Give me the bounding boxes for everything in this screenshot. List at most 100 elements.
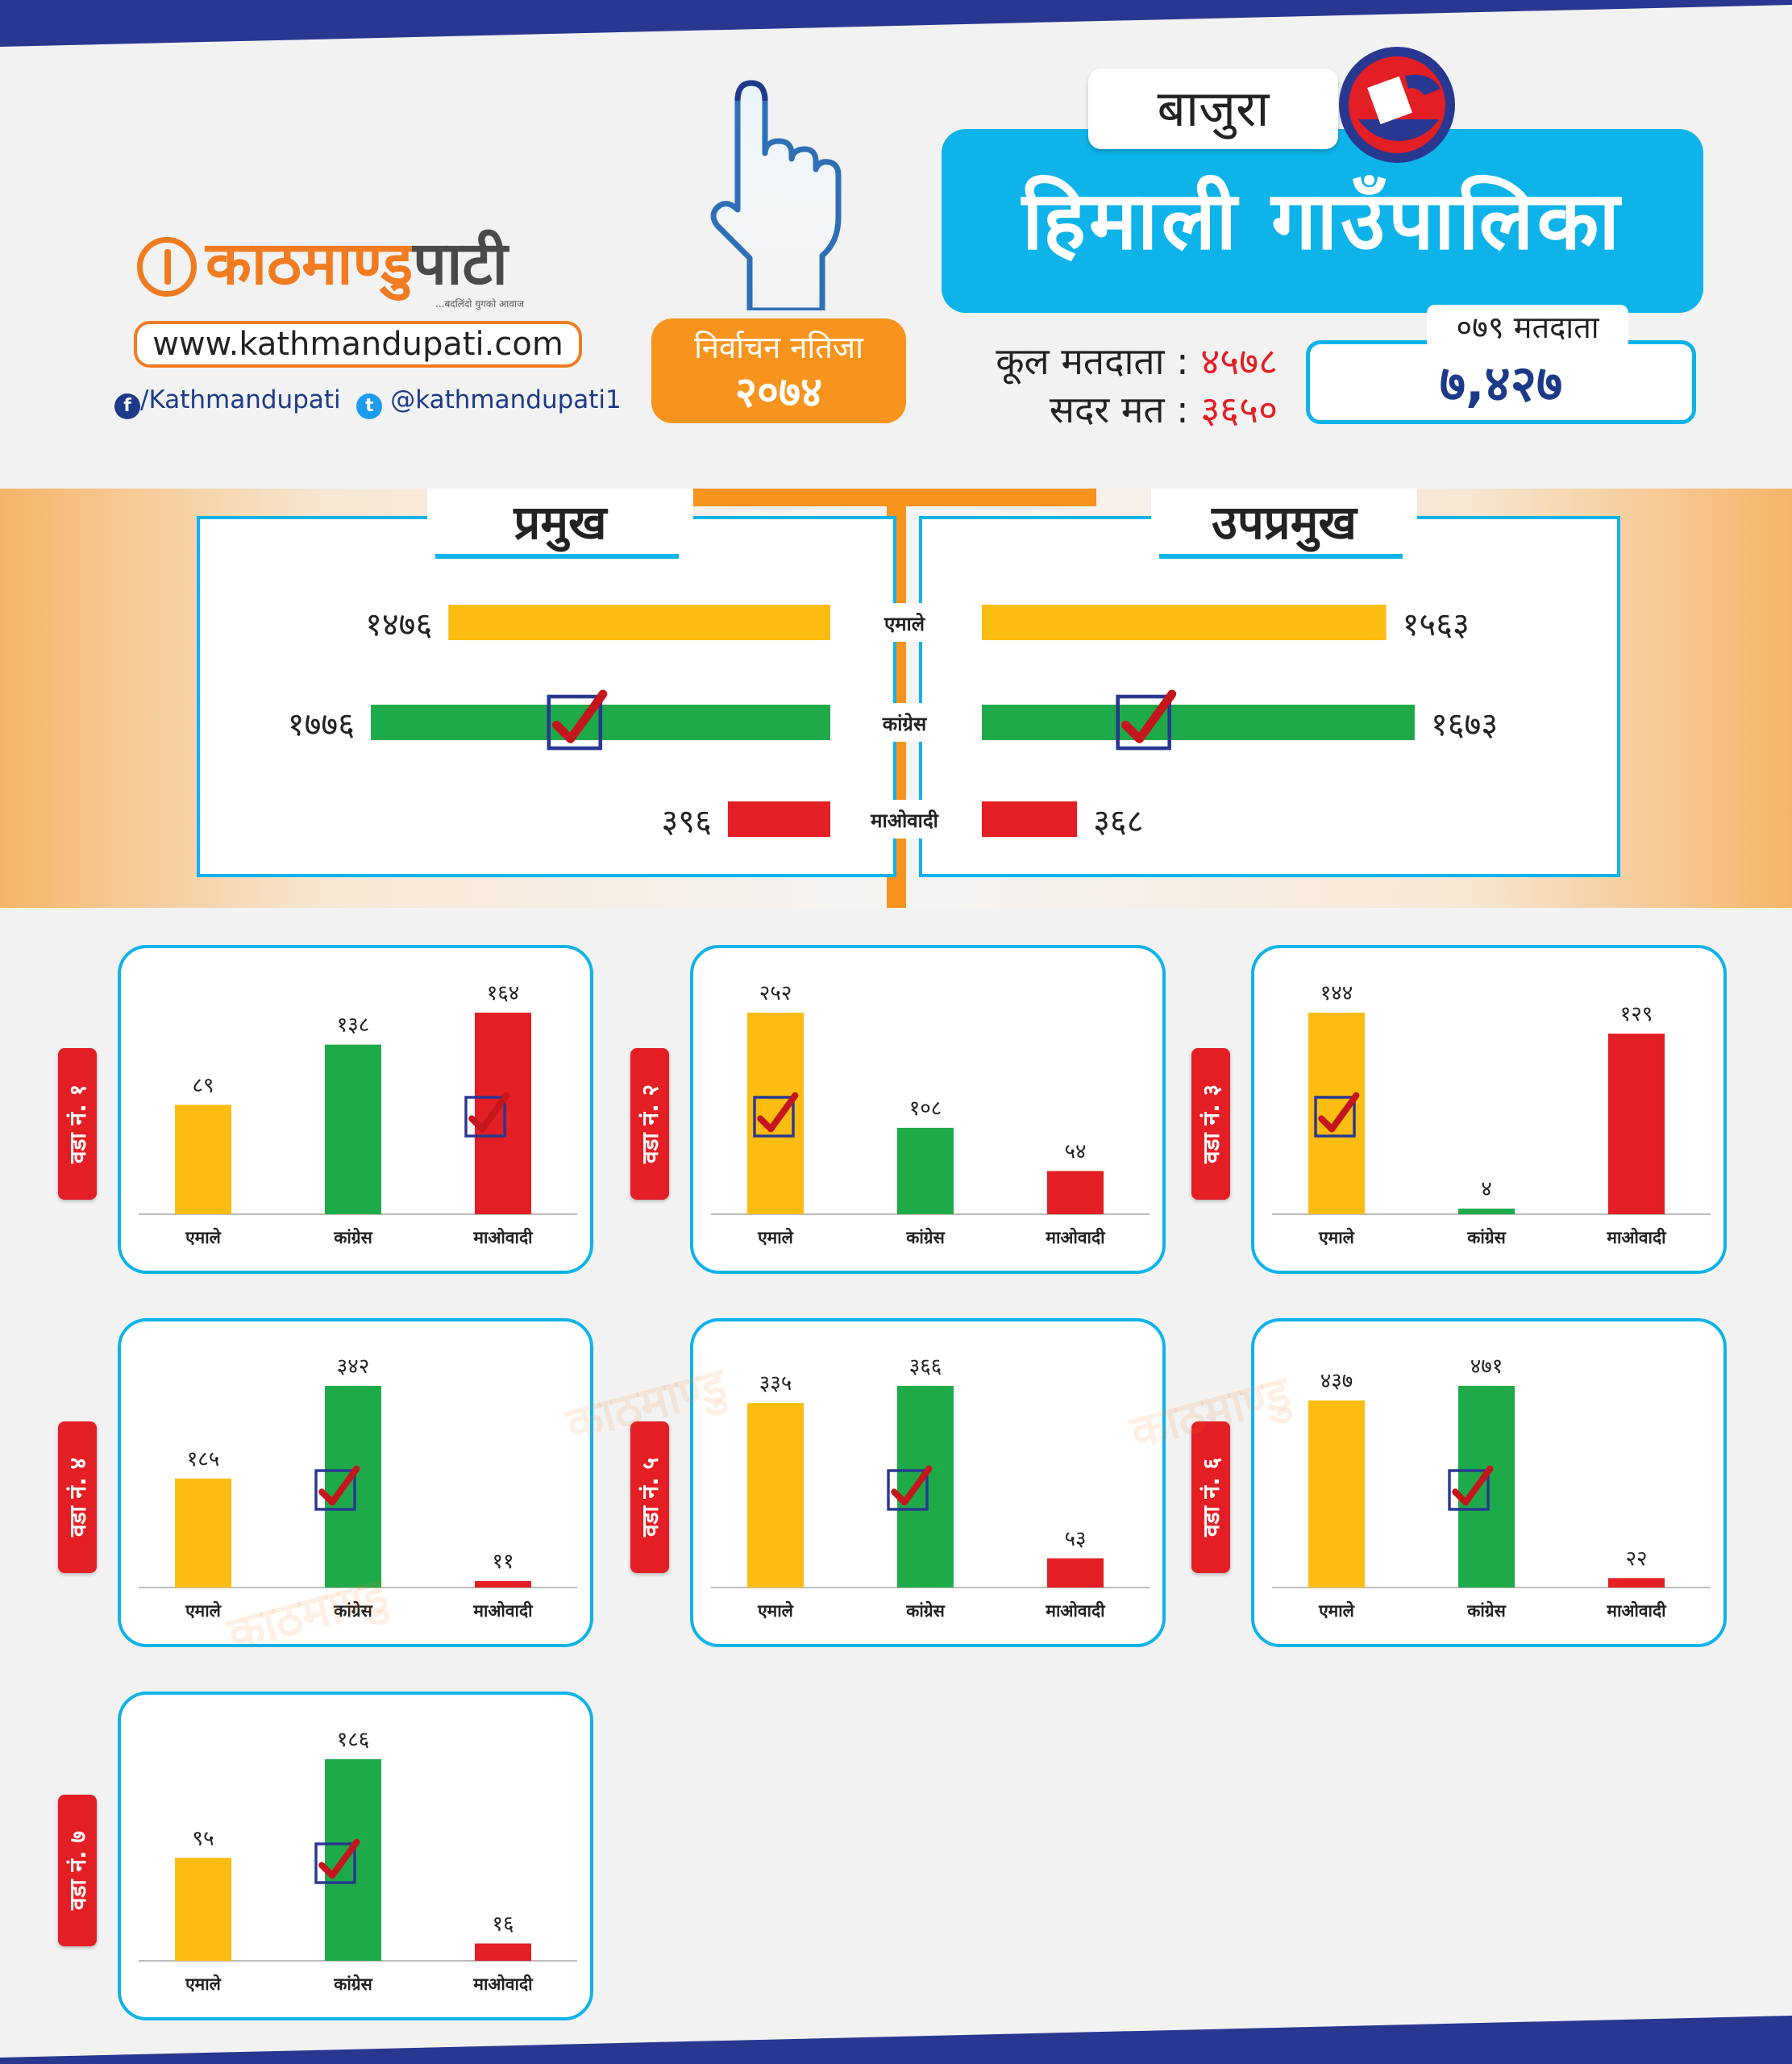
ward-category-label: कांग्रेस: [333, 1600, 372, 1621]
deputy-bar-label: १६७३: [1431, 706, 1498, 743]
ward-bar-value: २२: [1625, 1546, 1647, 1571]
district-name: बाजुरा: [1088, 69, 1338, 149]
ward-bar: [747, 1403, 804, 1588]
deputy-bar-label: ३६८: [1093, 803, 1143, 840]
ward-bar: [1608, 1034, 1665, 1214]
ward-bar: [475, 1013, 531, 1214]
ward-number-label: वडा नं. ७: [64, 1830, 91, 1911]
deputy-bar: [982, 801, 1078, 837]
ward-bar-value: १८६: [337, 1728, 370, 1752]
ward-bar-value: ११: [492, 1550, 513, 1574]
ward-number-tag: वडा नं. १: [58, 1048, 97, 1200]
ward-bar: [175, 1858, 231, 1961]
ward-bar: [897, 1386, 954, 1588]
ballot-box-icon: [1339, 47, 1455, 163]
vote-stats: कूल मतदाता : ४५७८ सदर मत : ३६५०: [955, 337, 1278, 434]
ward-category-label: माओवादी: [1045, 1600, 1106, 1621]
ward-bar-value: १८५: [187, 1447, 220, 1471]
valid-votes-value: ३६५०: [1200, 388, 1278, 431]
ward-category-label: एमाले: [757, 1600, 794, 1621]
mayor-title: प्रमुख: [513, 495, 609, 552]
ward-category-label: एमाले: [185, 1227, 222, 1247]
ward-number-label: वडा नं. ५: [637, 1457, 663, 1538]
ward-number-tag: वडा नं. ७: [58, 1795, 97, 1946]
municipality-title: हिमाली गाउँपालिका: [942, 129, 1703, 313]
ward-card: १८५ एमाले ३४२ कांग्रेस ११ माओवादी: [118, 1318, 593, 1647]
ward-card: ३३५ एमाले ३६६ कांग्रेस ५३ माओवादी: [690, 1318, 1166, 1647]
ward-card: १४४ एमाले ४ कांग्रेस १२९ माओवादी: [1251, 945, 1727, 1274]
ward-bar: [175, 1478, 231, 1588]
mayor-winner-check-icon: [547, 689, 608, 751]
ward-bar: [475, 1943, 531, 1961]
ward-bar: [1047, 1558, 1104, 1588]
ward-category-label: एमाले: [1318, 1227, 1355, 1247]
ward-bar-chart: ३३५ एमाले ३६६ कांग्रेस ५३ माओवादी: [711, 1354, 1150, 1621]
deputy-winner-check-icon: [1116, 689, 1177, 751]
election-result-badge: निर्वाचन नतिजा २०७४: [651, 318, 906, 423]
ward-bar: [325, 1386, 381, 1588]
ward-bar-value: ९५: [192, 1826, 214, 1850]
ward-bar-value: ४: [1481, 1177, 1492, 1201]
voters-079-label: ०७९ मतदाता: [1427, 305, 1628, 350]
ward-category-label: कांग्रेस: [905, 1600, 945, 1621]
ward-bar: [325, 1044, 381, 1214]
ward-bar-value: १३८: [337, 1013, 370, 1038]
ward-category-label: माओवादी: [1045, 1227, 1106, 1247]
ward-category-label: एमाले: [1318, 1600, 1355, 1621]
ward-category-label: माओवादी: [472, 1227, 534, 1247]
voters-079-value: ७,४२७: [1306, 340, 1696, 424]
logo-mark-icon: [137, 237, 197, 297]
website-url[interactable]: www.kathmandupati.com: [134, 321, 582, 368]
facebook-icon[interactable]: f: [114, 393, 140, 419]
ward-bar: [325, 1759, 381, 1961]
ward-bar: [175, 1105, 231, 1214]
deputy-bar-label: १५६३: [1403, 606, 1470, 643]
ward-bar-value: १२९: [1620, 1002, 1653, 1026]
main-results-chart: प्रमुख उपप्रमुख एमाले १४७६ १५६३ कांग्रेस १७७६ १…: [197, 489, 1620, 908]
ward-number-label: वडा नं. ६: [1198, 1457, 1224, 1538]
ward-category-label: माओवादी: [472, 1600, 534, 1621]
ward-bar-value: १६: [492, 1912, 513, 1936]
ward-category-label: एमाले: [185, 1600, 222, 1621]
ward-card: ४३७ एमाले ४७१ कांग्रेस २२ माओवादी: [1251, 1318, 1727, 1647]
ward-bar-value: ३६६: [909, 1354, 942, 1379]
ward-category-label: माओवादी: [1606, 1227, 1667, 1247]
ward-bar: [1047, 1171, 1104, 1214]
ward-number-label: वडा नं. १: [64, 1084, 91, 1164]
ward-bar-chart: ४३७ एमाले ४७१ कांग्रेस २२ माओवादी: [1272, 1354, 1711, 1621]
party-label: माओवादी: [870, 809, 938, 832]
total-voters-label: कूल मतदाता :: [996, 339, 1189, 383]
ward-number-label: वडा नं. २: [637, 1084, 663, 1164]
party-label: एमाले: [884, 613, 926, 635]
top-stripe: [0, 0, 1792, 47]
voting-finger-icon: [710, 80, 842, 310]
ward-bar-value: ४३७: [1320, 1369, 1353, 1393]
twitter-icon[interactable]: t: [356, 393, 383, 419]
ward-bar-value: ४७१: [1470, 1354, 1503, 1379]
ward-bar-value: १४४: [1320, 981, 1353, 1005]
ward-bar-value: ५३: [1064, 1527, 1086, 1551]
ward-bar-chart: ९५ एमाले १८६ कांग्रेस १६ माओवादी: [139, 1728, 577, 1994]
twitter-handle[interactable]: @kathmandupati1: [390, 385, 622, 414]
ward-category-label: माओवादी: [1606, 1600, 1667, 1621]
ward-category-label: कांग्रेस: [333, 1227, 372, 1247]
ward-bar-value: ३४२: [337, 1354, 370, 1379]
bottom-stripe: [0, 2016, 1792, 2064]
total-voters-value: ४५७८: [1200, 339, 1278, 383]
ward-winner-check-icon: [753, 1092, 799, 1138]
ward-category-label: माओवादी: [472, 1974, 534, 1994]
ward-category-label: एमाले: [757, 1227, 794, 1247]
mayor-bar-label: १४७६: [365, 606, 432, 643]
ward-bar: [897, 1127, 954, 1214]
brand-logo: काठमाण्डुपाटी: [137, 227, 556, 300]
logo-text: काठमाण्डुपाटी: [206, 229, 508, 298]
ward-number-tag: वडा नं. ४: [58, 1421, 97, 1573]
ward-category-label: कांग्रेस: [1466, 1600, 1506, 1621]
ward-card: ९५ एमाले १८६ कांग्रेस १६ माओवादी: [118, 1692, 593, 2020]
ward-bar: [475, 1580, 531, 1588]
ward-bar-chart: २५२ एमाले १०८ कांग्रेस ५४ माओवादी: [711, 981, 1150, 1247]
facebook-handle[interactable]: /Kathmandupati: [140, 385, 341, 414]
logo-tagline: ...बदलिंदो युगको आवाज: [435, 298, 525, 310]
ward-winner-check-icon: [314, 1465, 360, 1511]
ward-bar: [1458, 1386, 1515, 1588]
